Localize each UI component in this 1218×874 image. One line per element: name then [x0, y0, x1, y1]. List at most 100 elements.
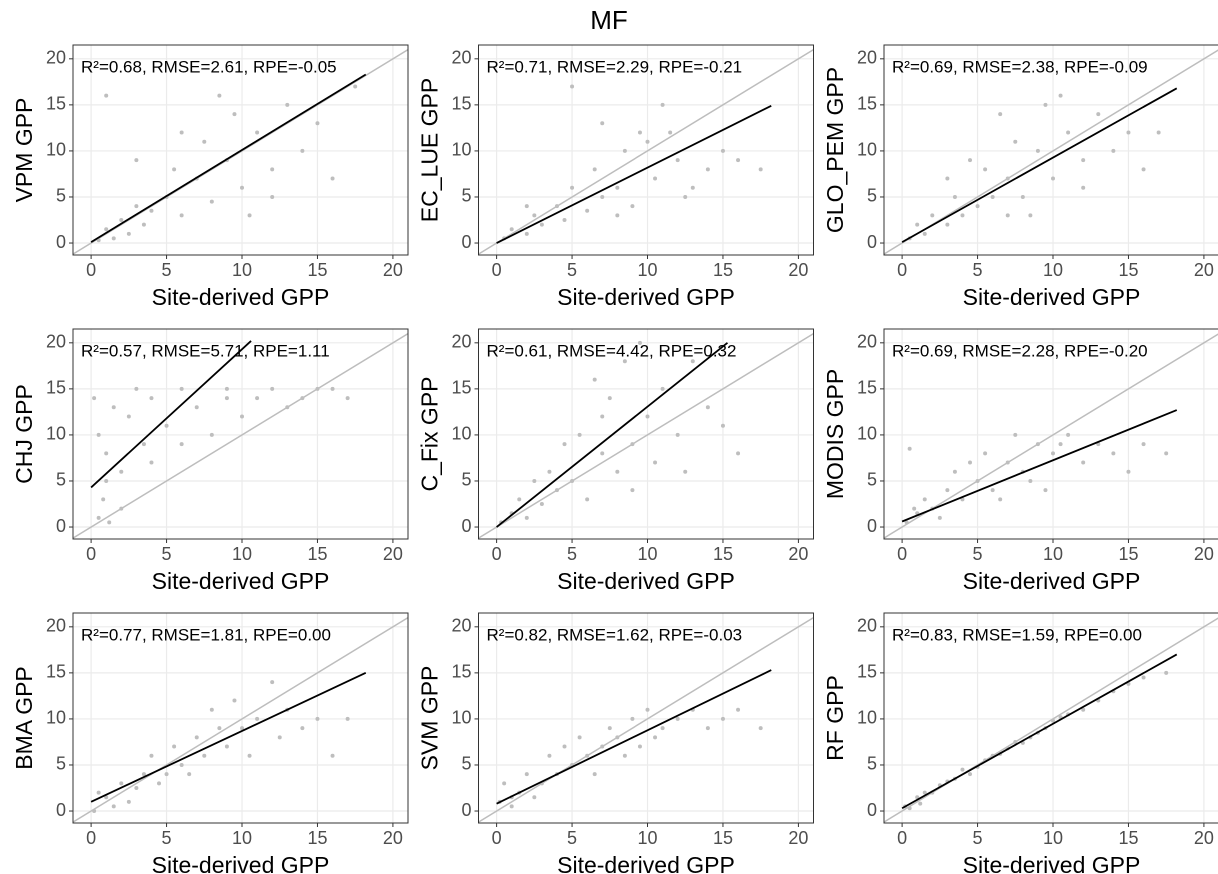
y-tick-label: 20 — [451, 616, 471, 636]
fit-line — [496, 104, 772, 244]
y-tick-label: 0 — [867, 800, 877, 820]
point — [1164, 451, 1169, 456]
point — [1111, 451, 1116, 456]
plot-area — [73, 616, 408, 823]
point — [952, 194, 957, 199]
y-tick-label: 5 — [867, 186, 877, 206]
y-tick-label: 15 — [451, 94, 471, 114]
x-tick-label: 20 — [788, 828, 808, 848]
point — [1028, 478, 1033, 483]
x-tick-label: 15 — [1118, 544, 1138, 564]
point — [968, 158, 973, 163]
plot-border — [72, 328, 409, 540]
panel: 0 5 10 15 20 0 5 10 15 20 R²=0.57, RMSE=5.71, RPE=… — [11, 328, 409, 594]
x-tick-label: 10 — [232, 544, 252, 564]
y-tick-label: 20 — [46, 332, 66, 352]
point — [134, 158, 139, 163]
point — [285, 102, 290, 107]
point — [690, 359, 695, 364]
point — [300, 396, 305, 401]
fit-line — [496, 669, 772, 805]
point — [983, 167, 988, 172]
point — [524, 772, 529, 777]
point — [1081, 158, 1086, 163]
point — [683, 469, 688, 474]
y-tick-label: 5 — [461, 186, 471, 206]
point — [904, 520, 909, 525]
y-tick-label: 10 — [451, 140, 471, 160]
point — [126, 414, 131, 419]
x-tick-label: 15 — [307, 260, 327, 280]
point — [547, 469, 552, 474]
point — [119, 781, 124, 786]
point — [164, 423, 169, 428]
y-tick-label: 10 — [46, 708, 66, 728]
point — [998, 112, 1003, 117]
y-tick-label: 5 — [461, 754, 471, 774]
point — [1058, 93, 1063, 98]
point — [270, 167, 275, 172]
point — [1164, 670, 1169, 675]
point — [592, 167, 597, 172]
point — [630, 204, 635, 209]
point — [637, 744, 642, 749]
y-tick-label: 10 — [857, 708, 877, 728]
x-axis-label: Site-derived GPP — [963, 284, 1141, 310]
fit-line — [90, 340, 252, 489]
point — [1013, 739, 1018, 744]
point — [720, 716, 725, 721]
x-axis-label: Site-derived GPP — [963, 852, 1141, 874]
point — [209, 707, 214, 712]
point — [570, 478, 575, 483]
point — [1005, 213, 1010, 218]
point — [720, 148, 725, 153]
point — [240, 726, 245, 731]
identity-line — [478, 48, 814, 255]
point — [585, 497, 590, 502]
point — [330, 176, 335, 181]
fit-line — [901, 87, 1178, 243]
point — [660, 726, 665, 731]
point — [968, 460, 973, 465]
point — [1013, 139, 1018, 144]
point — [345, 716, 350, 721]
point — [653, 176, 658, 181]
plot-border — [72, 612, 409, 824]
plot-area — [884, 333, 1218, 539]
plot-area — [478, 616, 814, 823]
point — [315, 716, 320, 721]
point — [126, 799, 131, 804]
x-tick-label: 0 — [897, 828, 907, 848]
x-tick-label: 20 — [383, 544, 403, 564]
point — [705, 726, 710, 731]
point — [690, 185, 695, 190]
x-axis-label: Site-derived GPP — [152, 568, 330, 594]
point — [209, 432, 214, 437]
y-tick-label: 15 — [857, 378, 877, 398]
point — [637, 340, 642, 345]
point — [330, 386, 335, 391]
point — [539, 502, 544, 506]
point — [1005, 460, 1010, 465]
y-tick-label: 5 — [56, 754, 66, 774]
point — [705, 167, 710, 172]
point — [300, 148, 305, 153]
x-tick-label: 10 — [232, 260, 252, 280]
annotation: R²=0.69, RMSE=2.28, RPE=-0.20 — [892, 341, 1148, 360]
y-tick-label: 20 — [46, 616, 66, 636]
plot-border — [72, 44, 409, 256]
point — [194, 405, 199, 410]
point — [585, 753, 590, 758]
point — [1028, 213, 1033, 218]
point — [562, 744, 567, 749]
annotation: R²=0.71, RMSE=2.29, RPE=-0.21 — [487, 57, 743, 76]
point — [577, 432, 582, 437]
point — [345, 396, 350, 401]
point — [960, 213, 965, 218]
x-tick-label: 10 — [1043, 544, 1063, 564]
y-tick-label: 0 — [56, 800, 66, 820]
point — [937, 515, 942, 520]
x-tick-label: 20 — [1194, 544, 1214, 564]
point — [630, 442, 635, 447]
x-tick-label: 10 — [1043, 260, 1063, 280]
